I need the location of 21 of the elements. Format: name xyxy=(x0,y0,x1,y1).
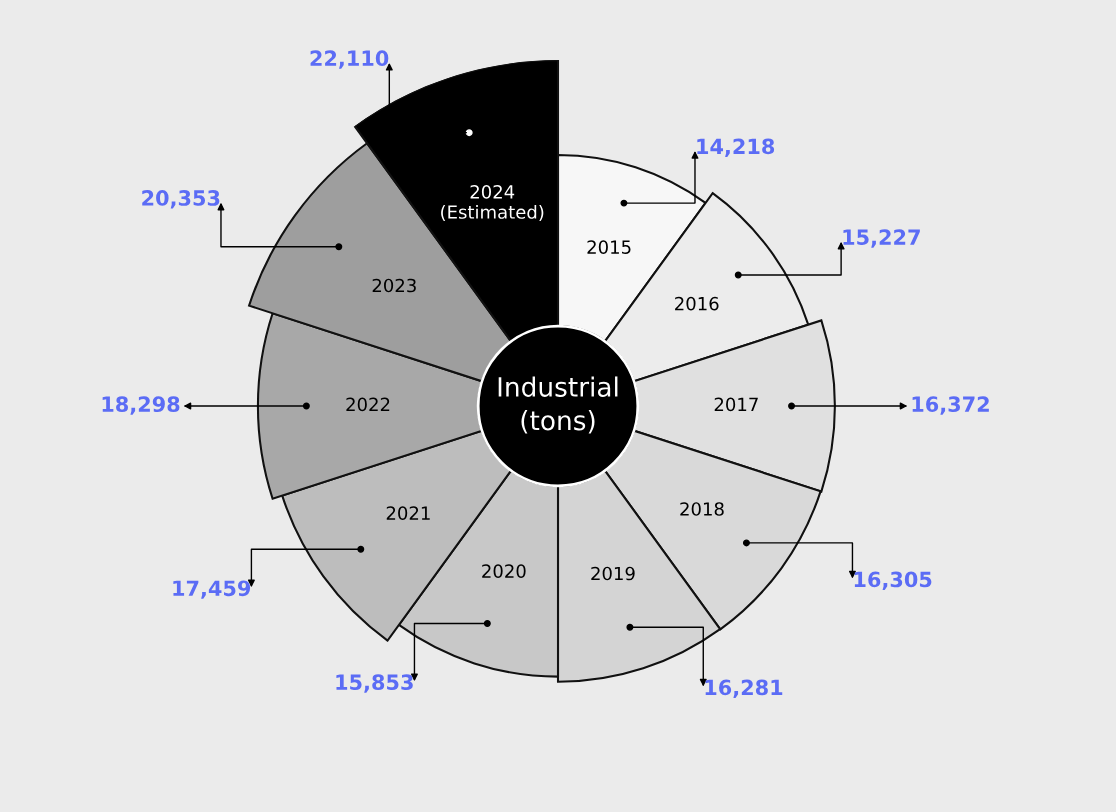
data-label: 15,227 xyxy=(843,229,920,248)
category-label: 2016 xyxy=(675,296,719,311)
category-label: 2022 xyxy=(346,397,390,412)
data-label: 16,305 xyxy=(854,571,932,590)
data-label: 16,281 xyxy=(705,679,783,698)
data-label: 22,110 xyxy=(310,50,389,69)
category-label: 2017 xyxy=(714,397,758,412)
category-label: 2015 xyxy=(587,240,631,254)
data-label: 14,218 xyxy=(697,138,775,157)
text: Industrial (tons) xyxy=(498,376,618,434)
data-label: 16,372 xyxy=(912,396,989,415)
category-label: 2020 xyxy=(482,564,526,578)
category-label: 2018 xyxy=(680,502,724,516)
category-label: 2019 xyxy=(591,566,635,581)
data-label: 15,853 xyxy=(336,674,413,693)
category-label: 2021 xyxy=(386,506,430,520)
category-label: 2024 (Estimated) xyxy=(441,184,544,221)
category-label: 2023 xyxy=(372,278,416,293)
data-label: 17,459 xyxy=(173,580,251,599)
data-label: 18,298 xyxy=(102,396,180,415)
data-label: 20,353 xyxy=(142,190,220,209)
